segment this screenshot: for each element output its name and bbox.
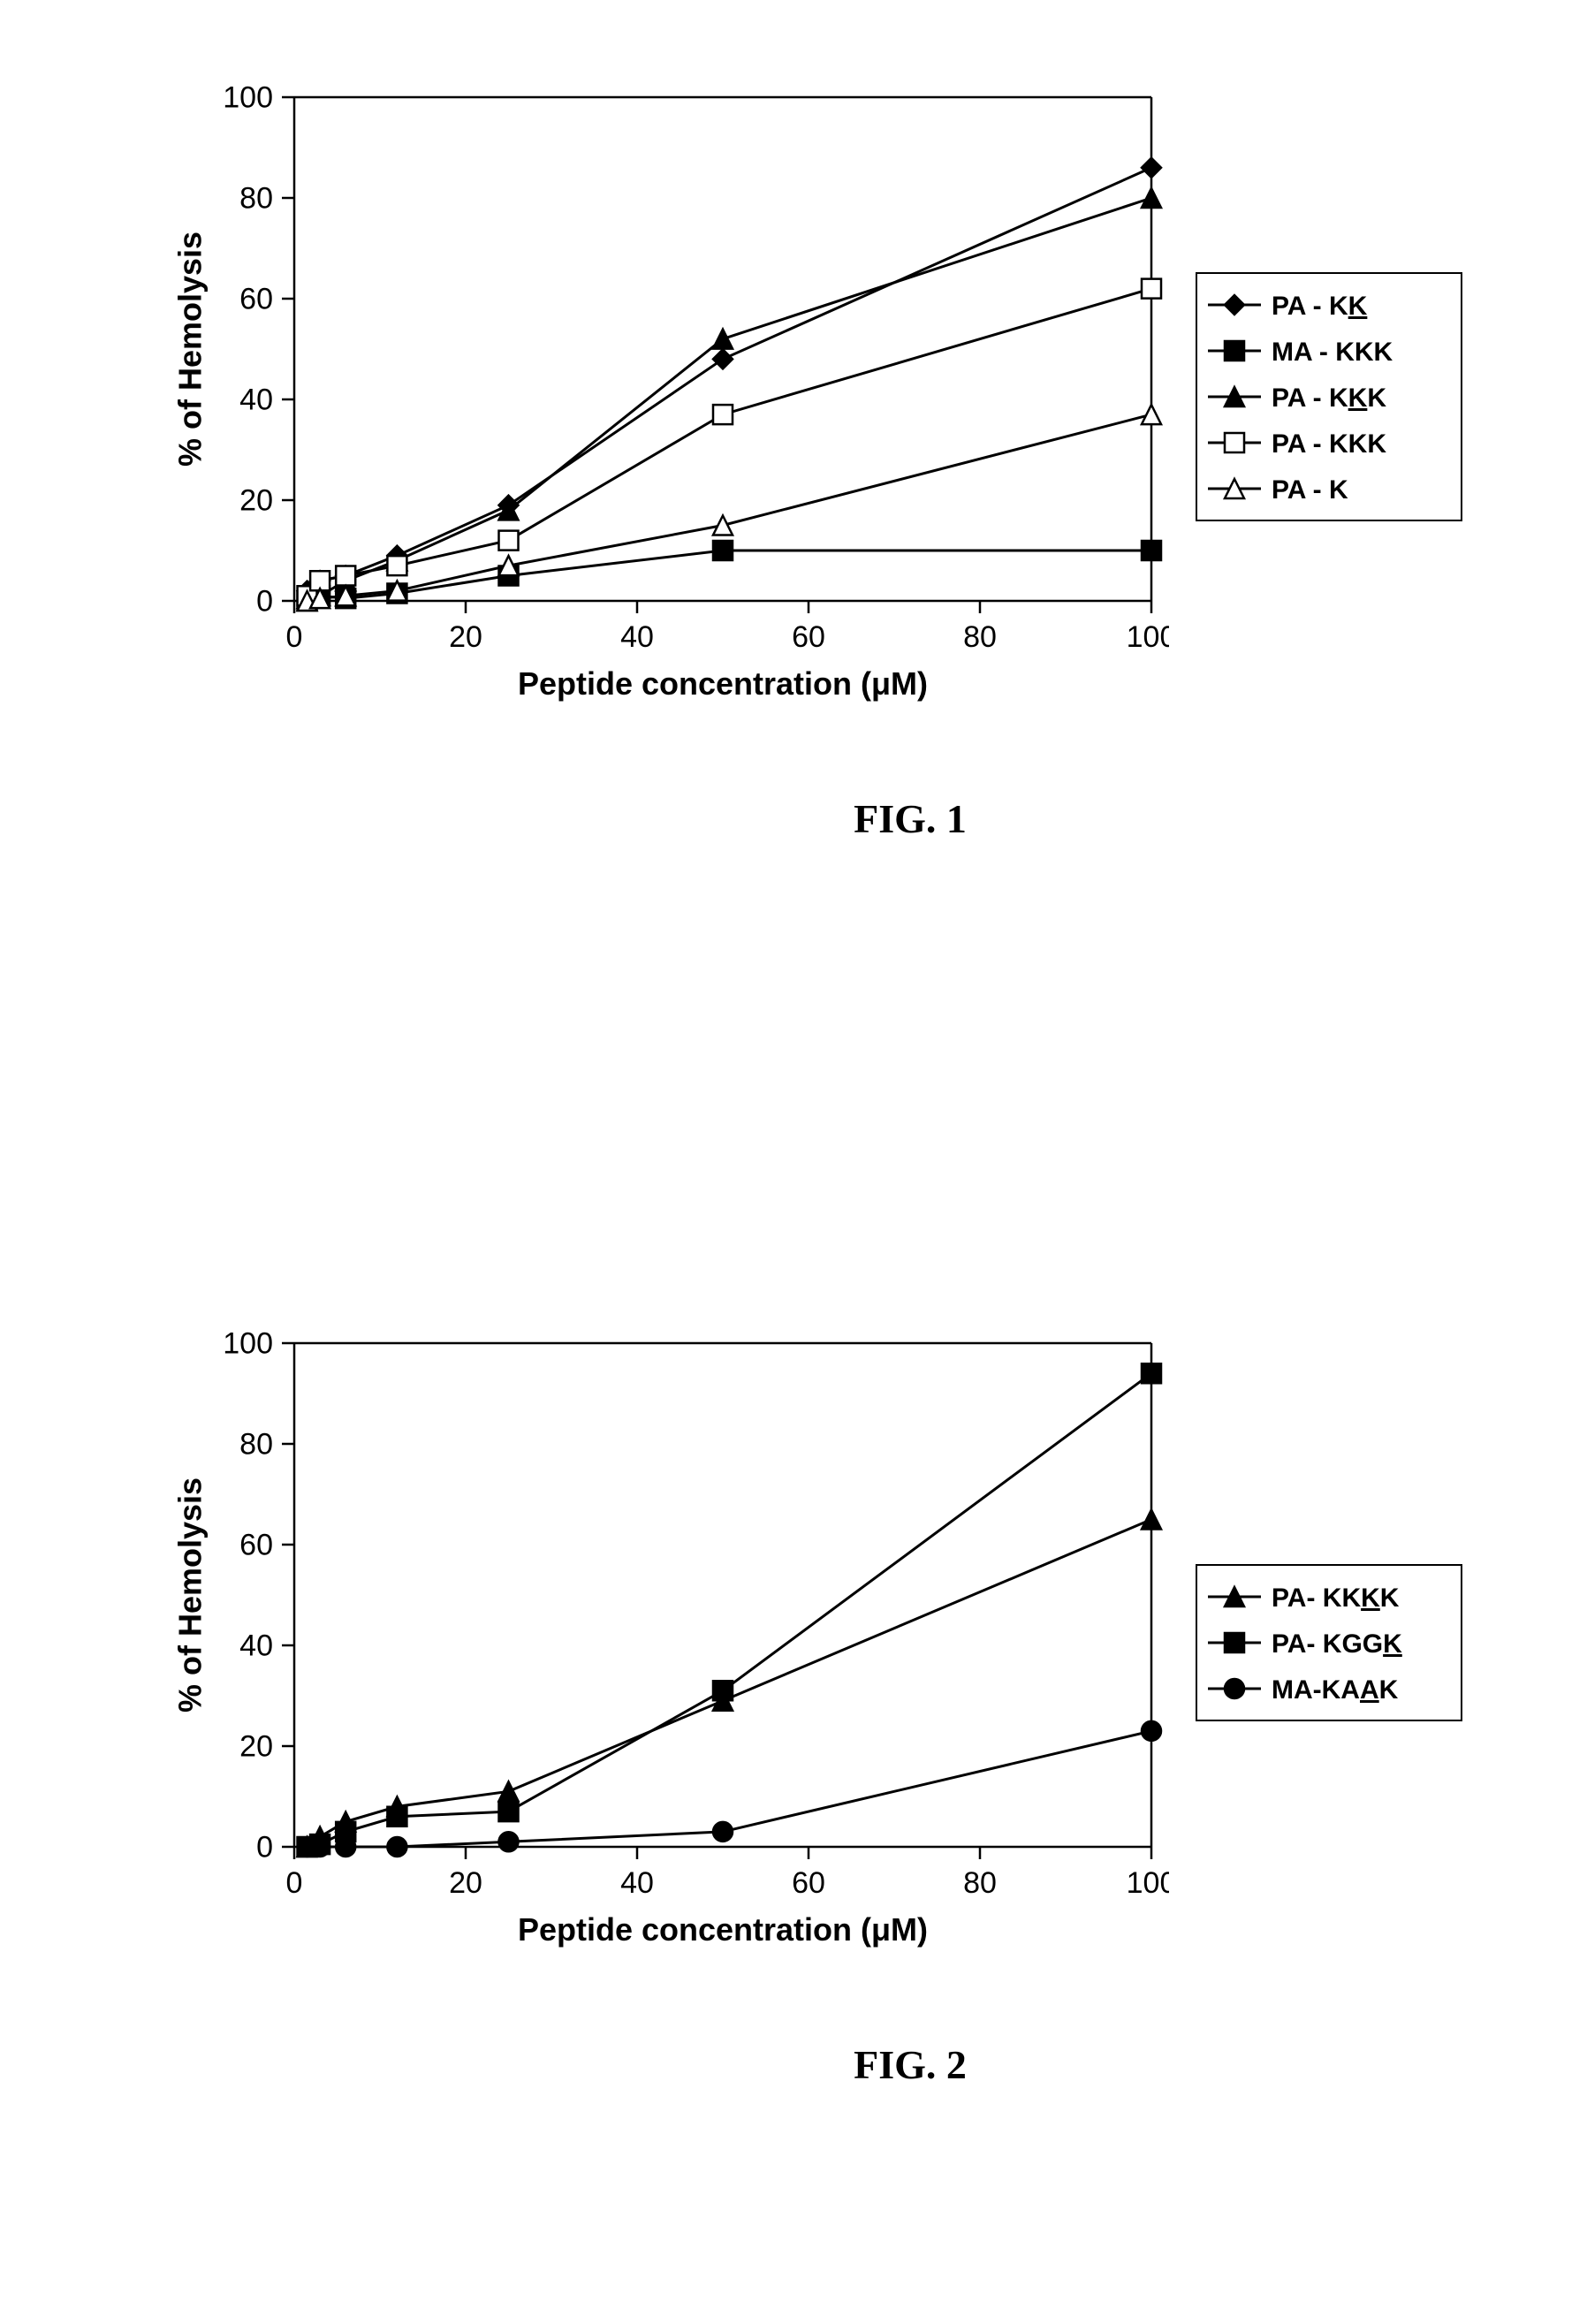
series-marker [387, 1807, 406, 1827]
y-tick-label: 0 [256, 584, 273, 618]
y-axis-label: % of Hemolysis [171, 1477, 208, 1713]
x-tick-label: 80 [963, 1866, 997, 1900]
series-marker [499, 1802, 519, 1821]
y-tick-label: 20 [239, 1729, 273, 1763]
chart-row: 0 20 40 60 80 100 0 20 40 60 80 100 Peptide concentr… [162, 80, 1464, 716]
series-line [308, 414, 1151, 601]
x-tick-label: 100 [1127, 620, 1169, 654]
chart-svg: 0 20 40 60 80 100 0 20 40 60 80 100 Peptide concentr… [162, 1325, 1169, 1962]
chart-svg: 0 20 40 60 80 100 0 20 40 60 80 100 Peptide concentr… [162, 80, 1169, 716]
series-marker [1142, 1721, 1161, 1741]
series-marker [499, 1832, 519, 1851]
legend-label: PA - KK [1272, 292, 1368, 321]
y-tick-label: 60 [239, 282, 273, 315]
legend-label: PA - KKK [1272, 384, 1386, 413]
series-marker [713, 1681, 733, 1700]
series-marker [713, 330, 733, 349]
series-marker [713, 1822, 733, 1842]
legend-label: PA- KKKK [1272, 1584, 1400, 1613]
series-marker [499, 531, 519, 551]
legend-label: MA - KKK [1272, 338, 1393, 367]
series-marker [1142, 279, 1161, 299]
y-tick-label: 60 [239, 1528, 273, 1561]
y-tick-label: 80 [239, 181, 273, 215]
x-tick-label: 40 [620, 620, 654, 654]
series-marker [387, 1837, 406, 1857]
series-marker [713, 405, 733, 424]
x-axis-label: Peptide concentration (μM) [518, 1911, 928, 1948]
legend-label: PA- KGGK [1272, 1629, 1402, 1659]
figure-caption: FIG. 1 [854, 795, 967, 842]
series-marker [387, 556, 406, 575]
series-marker [713, 541, 733, 560]
figure-2: 0 20 40 60 80 100 0 20 40 60 80 100 Peptide concentr… [150, 1325, 1476, 2088]
series-marker [1142, 541, 1161, 560]
series-marker [713, 349, 733, 368]
legend-label: PA - K [1272, 475, 1348, 505]
y-tick-label: 40 [239, 1629, 273, 1662]
series-marker [310, 1837, 330, 1857]
figure-1: 0 20 40 60 80 100 0 20 40 60 80 100 Peptide concentr… [150, 80, 1476, 842]
y-tick-label: 20 [239, 483, 273, 517]
series-marker [1142, 405, 1161, 424]
y-axis-label: % of Hemolysis [171, 232, 208, 467]
y-tick-label: 80 [239, 1427, 273, 1461]
x-tick-label: 60 [792, 620, 825, 654]
y-tick-label: 0 [256, 1830, 273, 1864]
x-tick-label: 20 [449, 1866, 482, 1900]
legend: PA - KK MA - KKK PA - KKK PA - KKK PA - K [1196, 272, 1464, 523]
series-marker [336, 566, 355, 586]
y-tick-label: 100 [223, 80, 273, 114]
series-marker [1142, 158, 1161, 178]
x-tick-label: 0 [286, 1866, 303, 1900]
series-line [308, 1373, 1151, 1847]
x-axis-label: Peptide concentration (μM) [518, 665, 928, 702]
x-tick-label: 40 [620, 1866, 654, 1900]
x-tick-label: 60 [792, 1866, 825, 1900]
series-marker [1142, 188, 1161, 208]
y-tick-label: 100 [223, 1326, 273, 1360]
series-marker [1142, 1510, 1161, 1530]
x-tick-label: 100 [1127, 1866, 1169, 1900]
figure-caption: FIG. 2 [854, 2041, 967, 2088]
legend-label: PA - KKK [1272, 429, 1386, 459]
series-marker [336, 1837, 355, 1857]
x-tick-label: 80 [963, 620, 997, 654]
x-tick-label: 0 [286, 620, 303, 654]
legend: PA- KKKK PA- KGGK MA-KAAK [1196, 1564, 1464, 1723]
y-tick-label: 40 [239, 383, 273, 416]
legend-label: MA-KAAK [1272, 1675, 1399, 1705]
series-marker [1142, 1363, 1161, 1383]
chart-row: 0 20 40 60 80 100 0 20 40 60 80 100 Peptide concentr… [162, 1325, 1464, 1962]
x-tick-label: 20 [449, 620, 482, 654]
